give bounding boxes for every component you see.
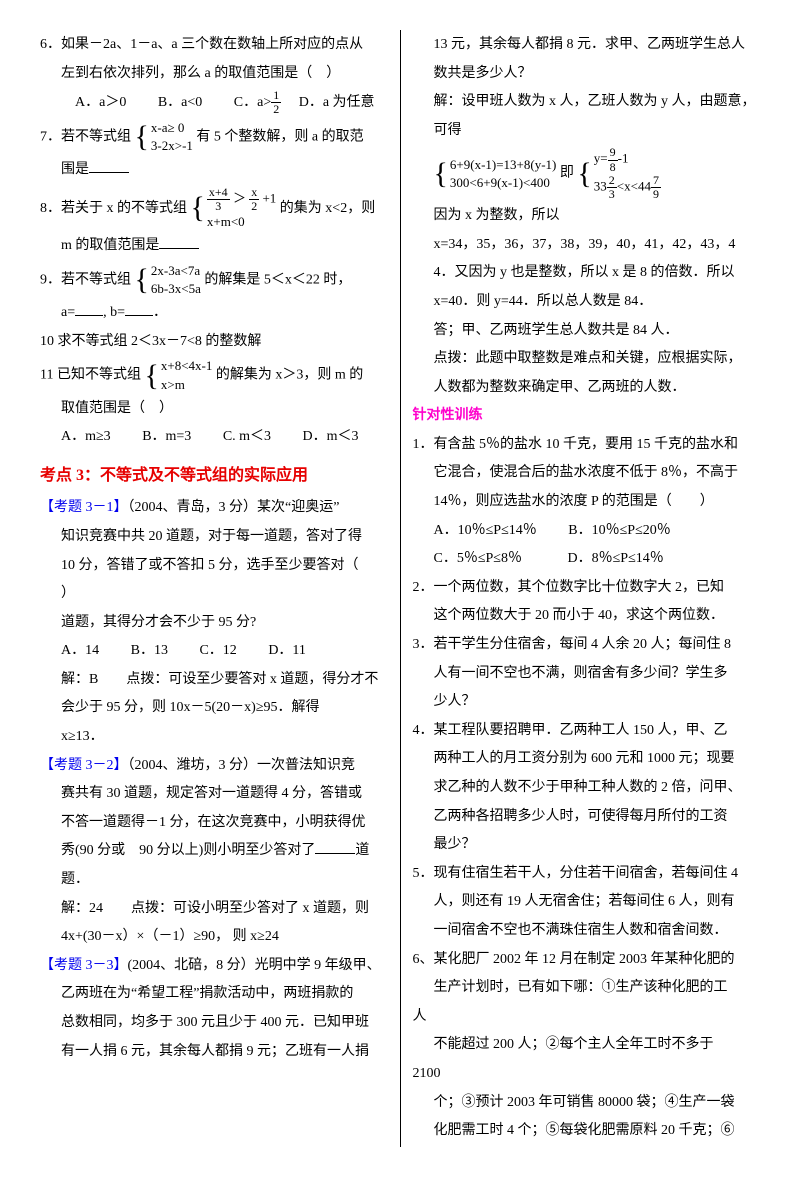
brace-icon: { <box>577 159 591 189</box>
q6-a: A．a＞0 <box>75 95 126 110</box>
brace-icon: { <box>135 122 149 152</box>
k33-tag: 【考题 3－3】 <box>40 958 128 973</box>
k33c-l3: 解：设甲班人数为 x 人，乙班人数为 y 人，由题意， <box>413 89 761 116</box>
training-heading: 针对性训练 <box>413 403 761 430</box>
t4-l3: 求乙种的人数不少于甲种工种人数的 2 倍，问甲、 <box>413 775 761 802</box>
t3-l2: 人有一间不空也不满，则宿舍有多少间？学生多 <box>413 661 761 688</box>
k32-l1: 【考题 3－2】（2004、潍坊，3 分）一次普法知识竞 <box>40 753 388 780</box>
k33c-l11: 人数都为整数来确定甲、乙两班的人数． <box>413 375 761 402</box>
k33c-l4: 可得 <box>413 118 761 145</box>
eq-right-system: { y=98-1 3323<x<4479 <box>577 146 661 201</box>
t3-l3: 少人？ <box>413 689 761 716</box>
topic-3-heading: 考点 3：不等式及不等式组的实际应用 <box>40 461 388 491</box>
t1-l3: 14％，则应选盐水的浓度 P 的范围是（ ） <box>413 489 761 516</box>
k33c-eq: { 6+9(x-1)=13+8(y-1) 300<6+9(x-1)<400 即 … <box>413 146 761 201</box>
t3-l1: 3．若干学生分住宿舍，每间 4 人余 20 人；每间住 8 <box>413 632 761 659</box>
k31-l1: 【考题 3－1】（2004、青岛，3 分）某次“迎奥运” <box>40 495 388 522</box>
k33-l4: 有一人捐 6 元，其余每人都捐 9 元；乙班有一人捐 <box>40 1039 388 1066</box>
q11-system: { x+8<4x-1 x>m <box>144 357 212 393</box>
t2-l1: 2．一个两位数，其个位数字比十位数字大 2，已知 <box>413 575 761 602</box>
right-column: 13 元，其余每人都捐 8 元．求甲、乙两班学生总人 数共是多少人？ 解：设甲班… <box>401 30 761 1147</box>
blank <box>125 301 153 316</box>
q6-choices: A．a＞0 B．a<0 C．a>12 D．a 为任意 <box>40 89 388 117</box>
t1-choices-cd: C．5％≤P≤8％ D．8％≤P≤14％ <box>413 546 761 573</box>
t6-l1: 6、某化肥厂 2002 年 12 月在制定 2003 年某种化肥的 <box>413 947 761 974</box>
k33-l1: 【考题 3－3】(2004、北碚，8 分）光明中学 9 年级甲、 <box>40 953 388 980</box>
t6-l7: 化肥需工时 4 个；⑤每袋化肥需原料 20 千克；⑥ <box>413 1118 761 1145</box>
k32-l2: 赛共有 30 道题，规定答对一道题得 4 分，答错或 <box>40 781 388 808</box>
q6-d: D．a 为任意 <box>299 95 375 110</box>
k31-l4: 道题，其得分才会不少于 95 分? <box>40 610 388 637</box>
q6-b: B．a<0 <box>158 95 202 110</box>
t1-choices-ab: A．10％≤P≤14％ B．10％≤P≤20％ <box>413 518 761 545</box>
t4-l1: 4．某工程队要招聘甲．乙两种工人 150 人，甲、乙 <box>413 718 761 745</box>
k32-sol2: 4x+(30－x）×（－1）≥90， 则 x≥24 <box>40 924 388 951</box>
t1-l1: 1．有含盐 5％的盐水 10 千克，要用 15 千克的盐水和 <box>413 432 761 459</box>
k33c-l10: 点拨：此题中取整数是难点和关键，应根据实际， <box>413 346 761 373</box>
k31-choices: A．14 B．13 C．12 D．11 <box>40 638 388 665</box>
k33-l2: 乙两班在为“希望工程”捐款活动中，两班捐款的 <box>40 981 388 1008</box>
t5-l3: 一间宿舍不空也不满珠住宿生人数和宿舍间数． <box>413 918 761 945</box>
k33c-l2: 数共是多少人？ <box>413 61 761 88</box>
q8-stem: 8．若关于 x 的不等式组 { x+43 ＞ x2 +1 x+m<0 的集为 x… <box>40 186 388 232</box>
q6-line2: 左到右依次排列，那么 a 的取值范围是（ ） <box>40 61 388 88</box>
k33c-l5: 因为 x 为整数，所以 <box>413 203 761 230</box>
k32-sol1: 解：24 点拨：可设小明至少答对了 x 道题，则 <box>40 896 388 923</box>
q8-tail: m 的取值范围是 <box>40 233 388 260</box>
t6-l4: 不能超过 200 人；②每个主人全年工时不多于 <box>413 1032 761 1059</box>
blank <box>89 158 129 173</box>
k33c-l7: 4．又因为 y 也是整数，所以 x 是 8 的倍数．所以 <box>413 260 761 287</box>
k32-l3: 不答一道题得－1 分，在这次竞赛中，小明获得优 <box>40 810 388 837</box>
k31-sol3: x≥13． <box>40 724 388 751</box>
blank <box>315 839 355 854</box>
t4-l5: 最少？ <box>413 832 761 859</box>
q6-line1: 6．如果－2a、1－a、a 三个数在数轴上所对应的点从 <box>40 32 388 59</box>
brace-icon: { <box>191 193 205 223</box>
q11-choices: A．m≥3 B．m=3 C. m＜3 D．m＜3 <box>40 424 388 451</box>
t4-l4: 乙两种各招聘多少人时，可使得每月所付的工资 <box>413 804 761 831</box>
k31-l3b: ） <box>40 581 388 608</box>
q7-stem: 7．若不等式组 { x-a≥ 0 3-2x>-1 有 5 个整数解，则 a 的取… <box>40 119 388 155</box>
blank <box>75 301 103 316</box>
t6-l2: 生产计划时，已有如下哪：①生产该种化肥的工 <box>413 975 761 1002</box>
brace-icon: { <box>434 159 448 189</box>
t6-l3: 人 <box>413 1004 761 1031</box>
t5-l1: 5．现有住宿生若干人，分住若干间宿舍，若每间住 4 <box>413 861 761 888</box>
eq-left-system: { 6+9(x-1)=13+8(y-1) 300<6+9(x-1)<400 <box>434 156 557 192</box>
k31-l2: 知识竞赛中共 20 道题，对于每一道题，答对了得 <box>40 524 388 551</box>
q9-system: { 2x-3a<7a 6b-3x<5a <box>135 262 201 298</box>
q6-c: C．a>12 <box>234 95 281 110</box>
k31-tag: 【考题 3－1】 <box>40 500 128 515</box>
k31-sol1: 解：B 点拨：可设至少要答对 x 道题，得分才不 <box>40 667 388 694</box>
t5-l2: 人，则还有 19 人无宿舍住；若每间住 6 人，则有 <box>413 889 761 916</box>
t6-l5: 2100 <box>413 1061 761 1088</box>
q7-system: { x-a≥ 0 3-2x>-1 <box>135 119 193 155</box>
k32-l4: 秀(90 分或 90 分以上)则小明至少答对了道 <box>40 838 388 865</box>
t1-l2: 它混合，使混合后的盐水浓度不低于 8％，不高于 <box>413 460 761 487</box>
t6-l6: 个；③预计 2003 年可销售 80000 袋；④生产一袋 <box>413 1090 761 1117</box>
k32-l5: 题． <box>40 867 388 894</box>
q7-tail: 围是 <box>40 157 388 184</box>
q9-stem: 9．若不等式组 { 2x-3a<7a 6b-3x<5a 的解集是 5＜x＜22 … <box>40 262 388 298</box>
t2-l2: 这个两位数大于 20 而小于 40，求这个两位数． <box>413 603 761 630</box>
q9-tail: a=, b=． <box>40 300 388 327</box>
k31-l3: 10 分，答错了或不答扣 5 分，选手至少要答对（ <box>40 553 388 580</box>
k32-tag: 【考题 3－2】 <box>40 758 128 773</box>
k31-sol2: 会少于 95 分，则 10x－5(20－x)≥95．解得 <box>40 695 388 722</box>
frac-half: 12 <box>271 89 281 116</box>
k33-l3: 总数相同，均多于 300 元且少于 400 元．已知甲班 <box>40 1010 388 1037</box>
k33c-l8: x=40．则 y=44．所以总人数是 84． <box>413 289 761 316</box>
k33c-l1: 13 元，其余每人都捐 8 元．求甲、乙两班学生总人 <box>413 32 761 59</box>
q11-stem: 11 已知不等式组 { x+8<4x-1 x>m 的解集为 x＞3，则 m 的 <box>40 357 388 393</box>
q10: 10 求不等式组 2＜3x－7<8 的整数解 <box>40 329 388 356</box>
k33c-l9: 答；甲、乙两班学生总人数共是 84 人． <box>413 318 761 345</box>
left-column: 6．如果－2a、1－a、a 三个数在数轴上所对应的点从 左到右依次排列，那么 a… <box>40 30 401 1147</box>
k33c-l6: x=34，35，36，37，38，39，40，41，42，43，4 <box>413 232 761 259</box>
brace-icon: { <box>135 265 149 295</box>
blank <box>159 234 199 249</box>
q11-tail: 取值范围是（ ） <box>40 396 388 423</box>
q8-system: { x+43 ＞ x2 +1 x+m<0 <box>191 186 277 232</box>
t4-l2: 两种工人的月工资分别为 600 元和 1000 元；现要 <box>413 746 761 773</box>
brace-icon: { <box>144 361 158 391</box>
